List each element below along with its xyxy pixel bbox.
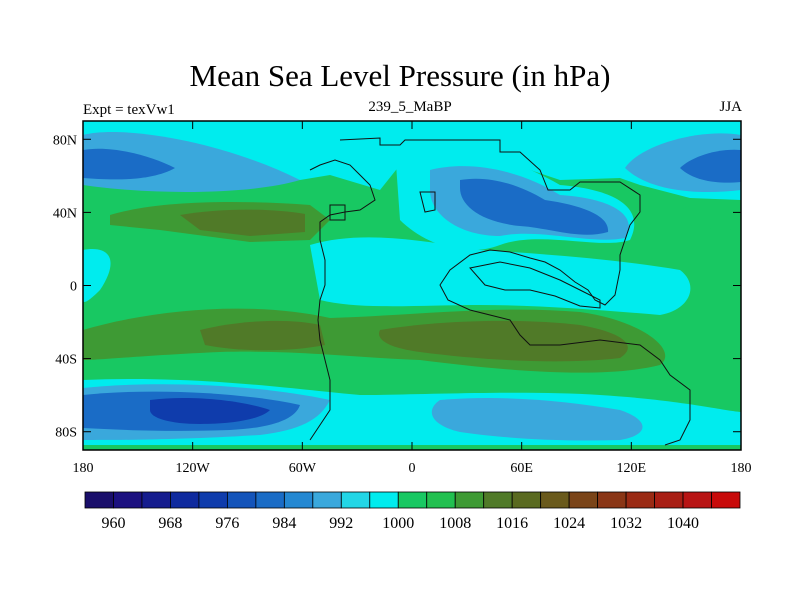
contour-east-green xyxy=(680,201,741,230)
colorbar-label: 960 xyxy=(101,515,125,532)
period-label: 239_5_MaBP xyxy=(368,99,452,115)
latitude-axis: 80N 40N 0 40S 80S xyxy=(53,133,741,441)
lat-tick-label: 40N xyxy=(53,206,77,221)
contour-equatorial-cyan xyxy=(310,237,691,315)
colorbar-swatch xyxy=(170,491,200,509)
lon-tick-label: 120W xyxy=(176,461,211,476)
colorbar-label: 1008 xyxy=(439,515,471,532)
colorbar-swatch xyxy=(283,491,314,509)
colorbar-label: 976 xyxy=(215,515,239,532)
colorbar-swatch xyxy=(426,491,456,509)
colorbar-swatch xyxy=(113,491,143,509)
contour-arctic-west-core xyxy=(83,148,175,180)
colorbar-swatch xyxy=(226,491,257,509)
colorbar-swatch xyxy=(511,491,542,509)
colorbar-swatch xyxy=(141,491,171,509)
colorbar-swatch xyxy=(255,491,285,509)
colorbar-label: 1024 xyxy=(553,515,585,532)
colorbar-swatch xyxy=(454,491,485,509)
colorbar-swatch xyxy=(568,491,599,509)
experiment-label: Expt = texVw1 xyxy=(83,102,175,118)
inland-sea-outline xyxy=(469,261,601,309)
lon-tick-label: 180 xyxy=(731,461,752,476)
colorbar-swatch xyxy=(340,491,371,509)
colorbar: 960 968 976 984 992 1000 1008 1016 1024 1032 1040 xyxy=(84,491,741,532)
colorbar-swatch xyxy=(483,491,513,509)
colorbar-swatch xyxy=(682,491,712,509)
western-landmass-outline xyxy=(309,159,376,441)
lat-tick-label: 0 xyxy=(70,280,77,295)
colorbar-label: 984 xyxy=(272,515,296,532)
colorbar-swatch xyxy=(597,491,627,509)
lat-tick-label: 80N xyxy=(53,133,77,148)
contour-fill-layer xyxy=(83,121,741,450)
colorbar-label: 992 xyxy=(329,515,353,532)
colorbar-swatch xyxy=(654,491,684,509)
lon-tick-label: 180 xyxy=(73,461,94,476)
contour-arctic-east-core xyxy=(680,149,741,183)
colorbar-label: 968 xyxy=(158,515,182,532)
contour-south-subtropical-core-west xyxy=(200,320,325,351)
colorbar-swatch xyxy=(312,491,342,509)
islet-outline xyxy=(329,204,346,221)
colorbar-label: 1016 xyxy=(496,515,528,532)
colorbar-swatch xyxy=(369,491,399,509)
colorbar-swatch xyxy=(711,491,741,509)
colorbar-swatch xyxy=(540,491,570,509)
lon-tick-label: 60W xyxy=(289,461,317,476)
lat-tick-label: 80S xyxy=(55,426,77,441)
contour-south-subtropical-core-east xyxy=(379,320,628,362)
colorbar-label: 1032 xyxy=(610,515,642,532)
lon-tick-label: 120E xyxy=(617,461,647,476)
continent-outline-layer xyxy=(309,137,691,446)
colorbar-swatch xyxy=(625,491,655,509)
longitude-axis: 180 120W 60W 0 60E 120E 180 xyxy=(73,121,752,476)
colorbar-swatch xyxy=(84,491,114,509)
contour-southern-ocean-core xyxy=(150,398,270,424)
colorbar-swatch xyxy=(397,491,428,509)
colorbar-label: 1040 xyxy=(667,515,699,532)
lon-tick-label: 0 xyxy=(409,461,416,476)
contour-asia-core xyxy=(460,178,609,235)
eurasia-outline xyxy=(339,137,691,446)
contour-equatorial-west-cyan xyxy=(83,249,111,302)
island-outline xyxy=(419,191,436,213)
map-title: Mean Sea Level Pressure (in hPa) xyxy=(189,58,611,93)
colorbar-swatch xyxy=(198,491,228,509)
contour-subtropical-west-core xyxy=(180,209,305,236)
lat-tick-label: 40S xyxy=(55,353,77,368)
lon-tick-label: 60E xyxy=(510,461,533,476)
season-label: JJA xyxy=(719,99,742,115)
colorbar-label: 1000 xyxy=(382,515,414,532)
contour-southern-ocean-east xyxy=(431,398,643,441)
